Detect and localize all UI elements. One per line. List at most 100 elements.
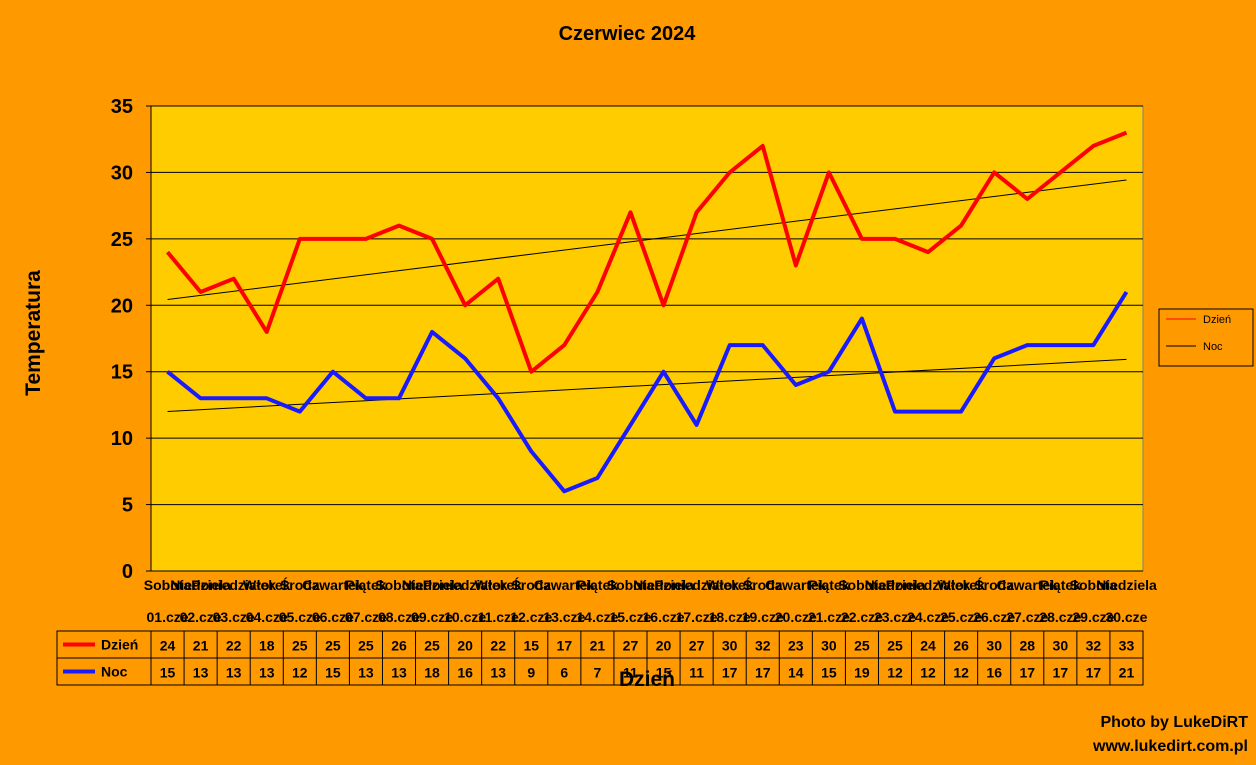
x-category-day: Niedziela — [170, 577, 231, 593]
table-cell: 17 — [557, 638, 573, 654]
table-cell: 16 — [457, 665, 473, 681]
x-category-date: 18.cze — [709, 609, 751, 625]
x-category-day: Poniedziałek — [654, 577, 739, 593]
table-cell: 22 — [226, 638, 242, 654]
x-category-date: 06.cze — [312, 609, 354, 625]
table-cell: 13 — [193, 665, 209, 681]
table-cell: 6 — [560, 665, 568, 681]
x-category-date: 21.cze — [808, 609, 850, 625]
x-axis-categories: SobotaNiedzielaPoniedziałekWtorekŚrodaCz… — [144, 576, 1157, 625]
table-cell: 12 — [953, 665, 969, 681]
trendline-Noc — [167, 358, 1127, 412]
x-category-date: 17.cze — [676, 609, 718, 625]
y-tick-label: 35 — [111, 96, 133, 118]
table-cell: 30 — [821, 638, 837, 654]
credit-line-1: Photo by LukeDiRT — [1100, 714, 1248, 731]
y-tick-label: 0 — [122, 561, 133, 583]
x-category-day: Sobota — [1070, 577, 1118, 593]
x-category-date: 23.cze — [874, 609, 916, 625]
series-line-Noc — [166, 290, 1129, 494]
table-cell: 13 — [490, 665, 506, 681]
x-category-day: Wtorek — [937, 577, 985, 593]
x-category-day: Środa — [743, 576, 783, 593]
table-cell: 12 — [920, 665, 936, 681]
x-category-date: 19.cze — [742, 609, 784, 625]
x-category-day: Środa — [280, 576, 320, 593]
table-cell: 14 — [788, 665, 804, 681]
table-cell: 18 — [259, 638, 275, 654]
table-cell: 17 — [1053, 665, 1069, 681]
table-cell: 20 — [656, 638, 672, 654]
x-category-day: Sobota — [607, 577, 655, 593]
table-cell: 21 — [193, 638, 209, 654]
table-cell: 9 — [527, 665, 535, 681]
x-category-date: 26.cze — [973, 609, 1015, 625]
table-cell: 26 — [953, 638, 969, 654]
table-cell: 24 — [160, 638, 176, 654]
x-category-day: Poniedziałek — [191, 577, 276, 593]
credit-line-2: www.lukedirt.com.pl — [1093, 738, 1248, 755]
x-category-date: 14.cze — [576, 609, 618, 625]
x-category-day: Sobota — [375, 577, 423, 593]
x-category-day: Środa — [511, 576, 551, 593]
table-cell: 25 — [887, 638, 903, 654]
x-category-day: Wtorek — [474, 577, 522, 593]
x-axis-title: Dzień — [619, 668, 675, 691]
table-cell: 33 — [1119, 638, 1135, 654]
legend-box — [1158, 308, 1254, 367]
table-cell: 17 — [1019, 665, 1035, 681]
legend-label: Noc — [1203, 341, 1223, 353]
x-category-date: 02.cze — [180, 609, 222, 625]
table-cell: 22 — [490, 638, 506, 654]
x-category-day: Czwartek — [997, 577, 1059, 593]
table-cell: 19 — [854, 665, 870, 681]
table-cell: 13 — [259, 665, 275, 681]
legend: Dzień Noc — [1158, 308, 1254, 367]
data-table: Dzień 24 21 22 18 25 25 25 26 25 20 22 15 17 21 27 20 27 3… — [56, 630, 1144, 686]
table-cell: 18 — [424, 665, 440, 681]
x-category-date: 01.cze — [147, 609, 189, 625]
y-tick-label: 30 — [111, 162, 133, 184]
series-lines — [165, 130, 1129, 494]
x-category-day: Wtorek — [243, 577, 291, 593]
table-cell: 13 — [358, 665, 374, 681]
x-category-date: 28.cze — [1039, 609, 1081, 625]
x-category-day: Poniedziałek — [886, 577, 971, 593]
table-cell: 24 — [920, 638, 936, 654]
table-cell: 32 — [755, 638, 771, 654]
table-cell: 12 — [292, 665, 308, 681]
y-tick-label: 15 — [111, 362, 133, 384]
table-cell: 17 — [1086, 665, 1102, 681]
chart-title: Czerwiec 2024 — [559, 23, 697, 45]
table-cell: 30 — [722, 638, 738, 654]
table-cell: 26 — [391, 638, 407, 654]
x-category-day: Czwartek — [534, 577, 596, 593]
x-category-date: 25.cze — [940, 609, 982, 625]
x-category-day: Czwartek — [302, 577, 364, 593]
table-cell: 32 — [1086, 638, 1102, 654]
y-tick-label: 5 — [122, 495, 133, 517]
table-cell: 25 — [424, 638, 440, 654]
x-category-date: 13.cze — [543, 609, 585, 625]
table-cell: 11 — [689, 665, 704, 681]
x-category-day: Piątek — [808, 577, 849, 593]
x-category-date: 16.cze — [643, 609, 685, 625]
table-cell: 15 — [523, 638, 539, 654]
plot-area — [150, 105, 1144, 572]
x-category-day: Sobota — [838, 577, 886, 593]
x-category-date: 08.cze — [378, 609, 420, 625]
table-cell: 27 — [623, 638, 639, 654]
table-cell: 15 — [325, 665, 341, 681]
y-tick-label: 10 — [111, 428, 133, 450]
series-line-Dzień — [165, 130, 1128, 374]
table-cell: 15 — [821, 665, 837, 681]
table-cell: 30 — [1053, 638, 1069, 654]
table-cell: 25 — [325, 638, 341, 654]
x-category-day: Sobota — [144, 577, 192, 593]
y-axis-title: Temperatura — [22, 270, 45, 396]
table-cell: 20 — [457, 638, 473, 654]
y-tick-label: 20 — [111, 295, 133, 317]
x-category-date: 04.cze — [246, 609, 288, 625]
table-cell: 13 — [226, 665, 242, 681]
